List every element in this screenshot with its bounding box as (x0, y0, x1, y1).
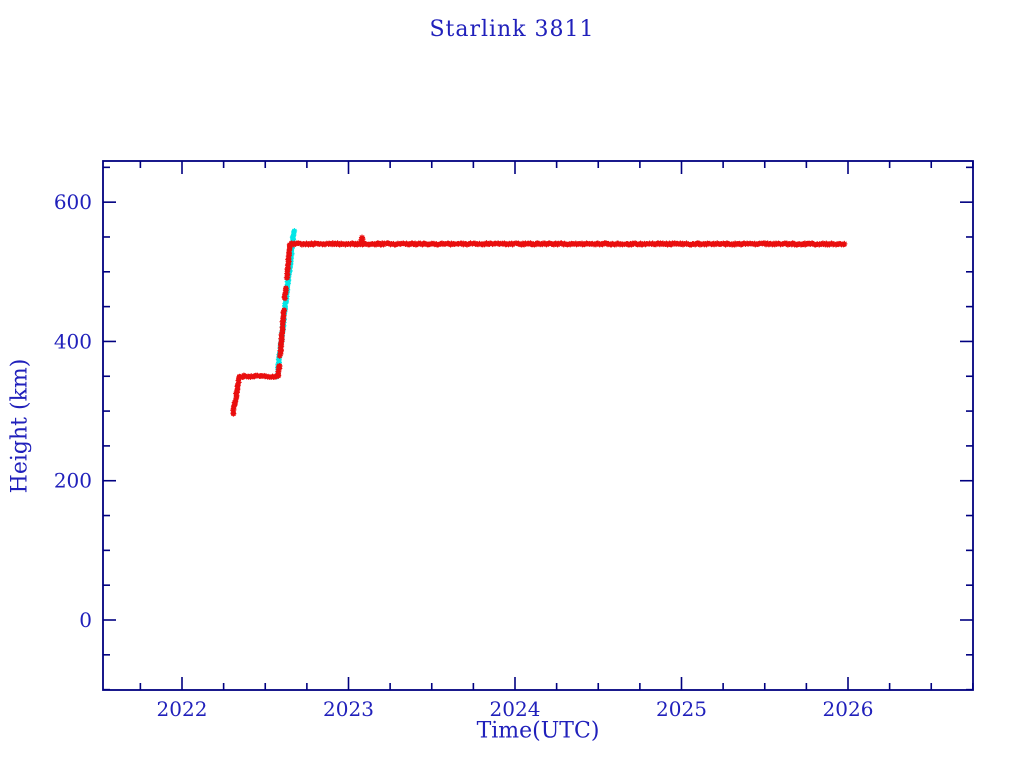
y-tick-label: 600 (54, 190, 92, 214)
y-tick-label: 200 (54, 469, 92, 493)
plot-frame (102, 160, 974, 691)
y-tick-label: 400 (54, 329, 92, 353)
x-tick-label: 2023 (323, 697, 374, 721)
x-tick-label: 2025 (656, 697, 707, 721)
chart-title: Starlink 3811 (429, 17, 595, 42)
y-tick-label: 0 (79, 608, 92, 632)
x-tick-label: 2022 (157, 697, 208, 721)
x-tick-label: 2024 (490, 697, 541, 721)
x-tick-label: 2026 (823, 697, 874, 721)
series-height-main-red (230, 234, 848, 417)
x-axis-label: Time(UTC) (476, 718, 600, 744)
